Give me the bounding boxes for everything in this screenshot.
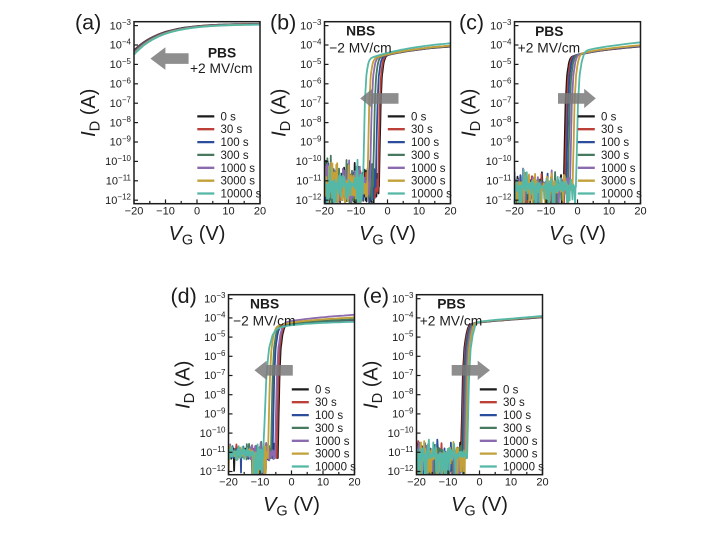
svg-text:(b): (b) [270,10,296,34]
svg-text:300 s: 300 s [503,423,531,435]
svg-text:VG (V): VG (V) [359,223,416,249]
svg-text:30 s: 30 s [411,124,433,136]
svg-text:20: 20 [348,477,360,489]
svg-text:20: 20 [634,206,646,218]
svg-text:20: 20 [254,206,266,218]
svg-text:10000 s: 10000 s [221,189,262,201]
svg-text:−20: −20 [219,477,238,489]
svg-text:−20: −20 [315,206,334,218]
svg-text:−10: −10 [156,206,175,218]
svg-text:10000 s: 10000 s [601,189,642,201]
svg-text:0: 0 [194,206,200,218]
svg-text:(c): (c) [459,10,484,34]
svg-text:300 s: 300 s [315,423,343,435]
svg-text:10000 s: 10000 s [503,462,544,474]
svg-text:+2 MV/cm: +2 MV/cm [518,40,580,55]
svg-text:VG (V): VG (V) [263,494,320,520]
svg-text:0: 0 [384,206,390,218]
svg-text:PBS: PBS [208,46,236,61]
svg-text:3000 s: 3000 s [411,176,446,188]
svg-text:−10: −10 [439,477,458,489]
svg-text:−20: −20 [407,477,426,489]
svg-text:10: 10 [603,206,615,218]
svg-text:1000 s: 1000 s [503,436,538,448]
svg-text:−2 MV/cm: −2 MV/cm [329,40,391,55]
svg-text:30 s: 30 s [601,124,623,136]
svg-text:(e): (e) [363,284,389,308]
svg-text:300 s: 300 s [411,150,439,162]
svg-text:VG (V): VG (V) [451,494,508,520]
svg-text:(d): (d) [171,284,197,308]
svg-text:1000 s: 1000 s [221,163,256,175]
svg-text:PBS: PBS [535,24,563,39]
svg-text:PBS: PBS [437,297,465,312]
svg-text:VG (V): VG (V) [169,223,226,249]
svg-text:20: 20 [444,206,456,218]
svg-text:0: 0 [476,477,482,489]
svg-text:0 s: 0 s [411,111,427,123]
svg-text:10: 10 [413,206,425,218]
svg-text:0 s: 0 s [503,384,519,396]
svg-text:−10: −10 [347,206,366,218]
svg-text:100 s: 100 s [601,137,629,149]
svg-text:100 s: 100 s [315,410,343,422]
svg-text:100 s: 100 s [503,410,531,422]
svg-text:1000 s: 1000 s [315,436,350,448]
svg-text:3000 s: 3000 s [503,449,538,461]
svg-text:10: 10 [222,206,234,218]
svg-text:30 s: 30 s [221,124,243,136]
svg-text:−20: −20 [505,206,524,218]
svg-text:NBS: NBS [250,297,279,312]
svg-text:−10: −10 [251,477,270,489]
svg-text:−20: −20 [125,206,144,218]
svg-text:0 s: 0 s [601,111,617,123]
svg-text:0 s: 0 s [221,111,237,123]
svg-text:0: 0 [574,206,580,218]
svg-text:−2 MV/cm: −2 MV/cm [233,313,295,328]
svg-text:100 s: 100 s [221,137,249,149]
svg-text:VG (V): VG (V) [549,223,606,249]
svg-text:1000 s: 1000 s [411,163,446,175]
svg-text:20: 20 [536,477,548,489]
svg-text:0: 0 [288,477,294,489]
svg-text:10: 10 [505,477,517,489]
svg-text:100 s: 100 s [411,137,439,149]
svg-text:30 s: 30 s [315,397,337,409]
svg-text:30 s: 30 s [503,397,525,409]
svg-text:1000 s: 1000 s [601,163,636,175]
svg-text:+2 MV/cm: +2 MV/cm [420,313,482,328]
svg-text:−10: −10 [537,206,556,218]
svg-text:(a): (a) [75,10,101,34]
svg-text:3000 s: 3000 s [315,449,350,461]
svg-text:10000 s: 10000 s [411,189,452,201]
svg-text:300 s: 300 s [221,150,249,162]
svg-text:0 s: 0 s [315,384,331,396]
svg-text:NBS: NBS [346,24,375,39]
svg-text:+2 MV/cm: +2 MV/cm [190,61,252,76]
svg-text:3000 s: 3000 s [221,176,256,188]
svg-text:10000 s: 10000 s [315,462,356,474]
svg-text:300 s: 300 s [601,150,629,162]
svg-text:3000 s: 3000 s [601,176,636,188]
svg-text:10: 10 [317,477,329,489]
